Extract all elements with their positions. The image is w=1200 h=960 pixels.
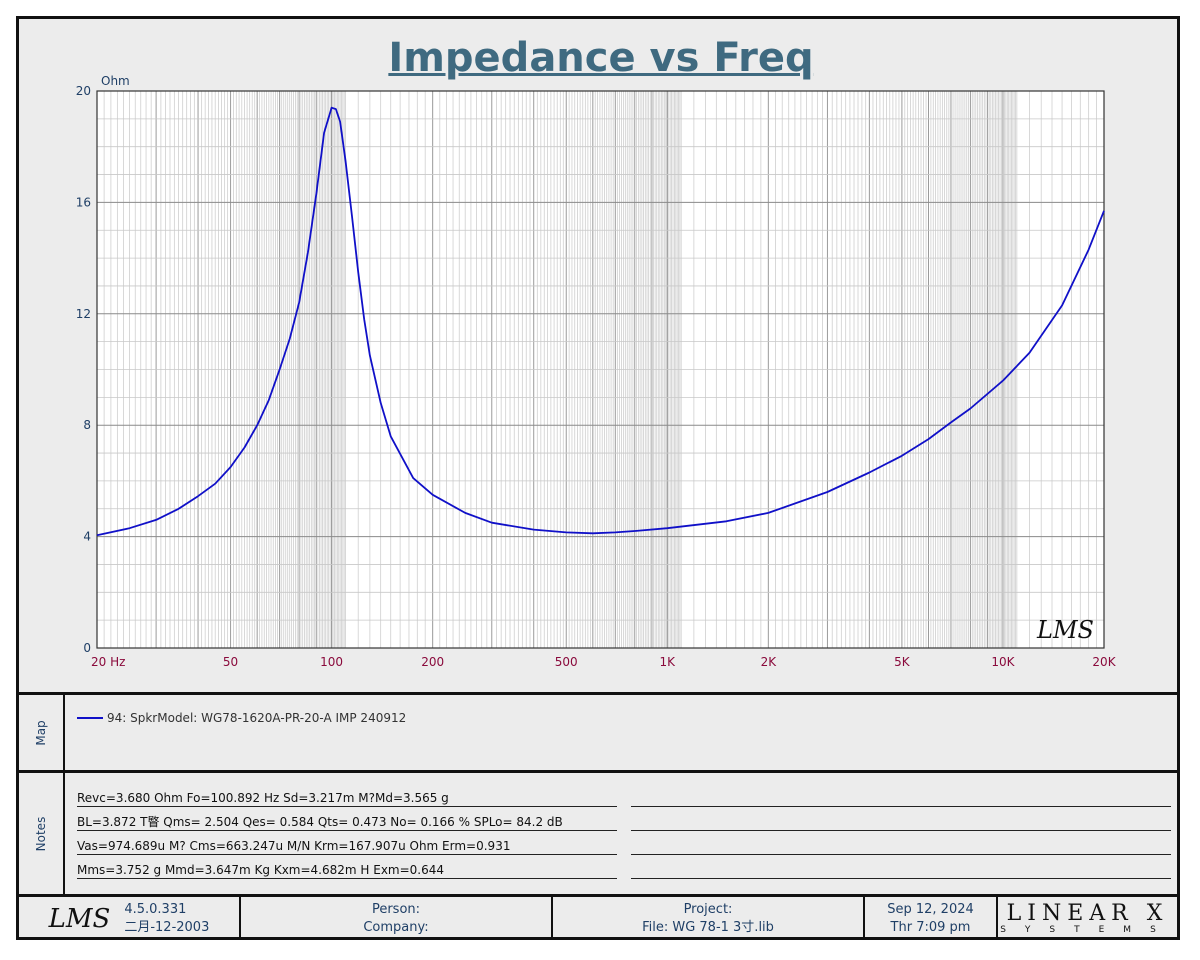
- note-line-4: Mms=3.752 g Mmd=3.647m Kg Kxm=4.682m H E…: [77, 862, 617, 879]
- legend-entry[interactable]: 94: SpkrModel: WG78-1620A-PR-20-A IMP 24…: [77, 711, 406, 725]
- footer-version-cell: LMS 4.5.0.331 二月-12-2003: [19, 897, 241, 940]
- person-label: Person:: [371, 901, 421, 917]
- date-label: Sep 12, 2024: [887, 901, 974, 917]
- impedance-curve: [96, 106, 1105, 537]
- y-axis-label: Ohm: [101, 74, 130, 88]
- footer-person-cell: Person: Company:: [241, 897, 553, 940]
- y-tick-label: 16: [76, 195, 91, 209]
- x-tick-label: 20 Hz: [91, 655, 125, 669]
- x-tick-label: 5K: [894, 655, 911, 669]
- x-tick-label: 2K: [761, 655, 778, 669]
- plot-border: [96, 90, 1105, 649]
- note-blank-3: [631, 838, 1171, 855]
- legend-text: 94: SpkrModel: WG78-1620A-PR-20-A IMP 24…: [107, 711, 407, 725]
- plot-window: Impedance vs Freq 0 4 8 12 16 20 Ohm 20 Hz 50 100…: [16, 16, 1180, 940]
- linearx-subtitle: SYSTEMS: [1000, 924, 1175, 935]
- chart-title: Impedance vs Freq: [388, 35, 814, 81]
- file-label: File: WG 78-1 3寸.lib: [642, 919, 774, 935]
- y-tick-label: 0: [83, 641, 91, 655]
- footer-date-cell: Sep 12, 2024 Thr 7:09 pm: [865, 897, 998, 940]
- notes-label: Notes: [34, 816, 48, 851]
- linearx-logo: LINEAR X: [1006, 900, 1169, 926]
- footer-brand-cell: LINEAR X SYSTEMS: [998, 897, 1177, 940]
- map-side-label: Map: [19, 695, 65, 770]
- note-line-3: Vas=974.689u M? Cms=663.247u M/N Krm=167…: [77, 838, 617, 855]
- divider-notes: [19, 770, 1177, 773]
- x-tick-label: 20K: [1092, 655, 1116, 669]
- y-tick-label: 20: [76, 84, 91, 98]
- x-tick-label: 10K: [991, 655, 1015, 669]
- project-label: Project:: [683, 901, 733, 917]
- version-date: 二月-12-2003: [124, 919, 210, 935]
- notes-side-label: Notes: [19, 773, 65, 894]
- note-blank-4: [631, 862, 1171, 879]
- impedance-chart: 0 4 8 12 16 20 Ohm 20 Hz 50 100 200 500 1K 2K 5K 10K 20K…: [76, 74, 1117, 669]
- lms-watermark: LMS: [1036, 616, 1094, 644]
- x-tick-label: 1K: [660, 655, 677, 669]
- version-number: 4.5.0.331: [124, 901, 187, 917]
- note-line-1: Revc=3.680 Ohm Fo=100.892 Hz Sd=3.217m M…: [77, 790, 617, 807]
- x-tick-label: 500: [555, 655, 578, 669]
- time-label: Thr 7:09 pm: [890, 919, 971, 935]
- x-tick-label: 100: [320, 655, 343, 669]
- lms-logo: LMS: [48, 903, 111, 934]
- map-label: Map: [34, 719, 48, 746]
- y-tick-label: 4: [83, 530, 91, 544]
- note-blank-1: [631, 790, 1171, 807]
- note-blank-2: [631, 814, 1171, 831]
- company-label: Company:: [363, 919, 429, 935]
- divider-map: [19, 692, 1177, 695]
- footer-project-cell: Project: File: WG 78-1 3寸.lib: [553, 897, 865, 940]
- legend-swatch: [77, 717, 103, 719]
- y-tick-label: 8: [83, 418, 91, 432]
- x-tick-label: 200: [421, 655, 444, 669]
- x-tick-label: 50: [223, 655, 238, 669]
- y-tick-label: 12: [76, 307, 91, 321]
- footer-bar: LMS 4.5.0.331 二月-12-2003 Person: Company…: [19, 894, 1177, 940]
- note-line-2: BL=3.872 T睯 Qms= 2.504 Qes= 0.584 Qts= 0…: [77, 814, 617, 831]
